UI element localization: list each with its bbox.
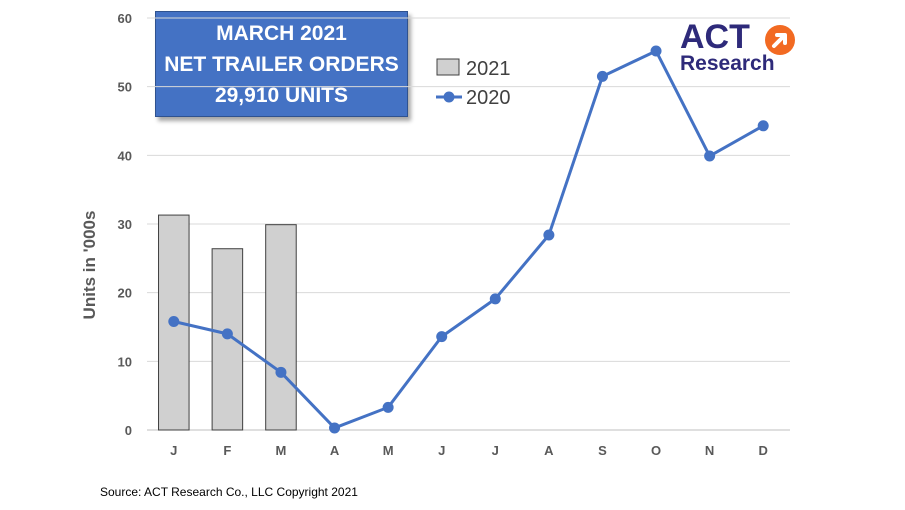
x-tick-label: M (276, 443, 287, 458)
y-tick-label: 20 (118, 286, 132, 301)
act-research-logo: ACT Research (680, 18, 802, 76)
bar-2021 (265, 224, 297, 431)
arrow-up-right-circle-icon (765, 25, 795, 55)
y-tick-label: 30 (118, 217, 132, 232)
x-tick-label: J (438, 443, 445, 458)
x-tick-label: F (223, 443, 231, 458)
title-line-3: 29,910 UNITS (214, 83, 349, 107)
title-line-1: MARCH 2021 (216, 21, 347, 45)
logo-research-text: Research (680, 52, 775, 75)
point-2020 (489, 293, 501, 305)
point-2020 (436, 331, 448, 343)
point-2020 (329, 422, 341, 434)
point-2020 (168, 316, 180, 328)
logo-act-text: ACT (680, 18, 750, 56)
y-tick-label: 50 (118, 80, 132, 95)
point-2020 (704, 150, 716, 162)
y-tick-label: 40 (118, 148, 132, 163)
chart-title-box: MARCH 2021 NET TRAILER ORDERS 29,910 UNI… (155, 11, 408, 117)
x-tick-label: N (705, 443, 714, 458)
legend-swatch-2021 (436, 58, 460, 76)
source-note: Source: ACT Research Co., LLC Copyright … (100, 485, 358, 499)
point-2020 (543, 229, 555, 241)
legend-label-2021: 2021 (466, 58, 511, 80)
point-2020 (650, 45, 662, 57)
point-2020 (757, 120, 769, 132)
legend-marker-2020 (443, 91, 455, 103)
x-tick-label: S (598, 443, 607, 458)
y-axis-label: Units in '000s (80, 211, 99, 320)
x-tick-label: A (330, 443, 340, 458)
point-2020 (275, 366, 287, 378)
point-2020 (221, 328, 233, 340)
x-tick-label: O (651, 443, 661, 458)
y-tick-label: 10 (118, 354, 132, 369)
x-tick-label: D (759, 443, 768, 458)
x-tick-label: M (383, 443, 394, 458)
point-2020 (596, 70, 608, 82)
line-2020 (168, 45, 769, 434)
series-line-2020 (173, 49, 764, 430)
gridlines (147, 17, 790, 431)
tick-labels: 0 10 20 30 40 50 60 J F M A M J J A S O N D (118, 11, 768, 458)
y-tick-label: 60 (118, 11, 132, 26)
point-2020 (382, 401, 394, 413)
x-tick-label: A (544, 443, 554, 458)
legend: 2021 2020 (436, 58, 511, 109)
legend-label-2020: 2020 (466, 87, 511, 109)
title-line-2: NET TRAILER ORDERS (164, 52, 399, 76)
x-tick-label: J (170, 443, 177, 458)
y-tick-label: 0 (125, 423, 132, 438)
x-tick-label: J (492, 443, 499, 458)
